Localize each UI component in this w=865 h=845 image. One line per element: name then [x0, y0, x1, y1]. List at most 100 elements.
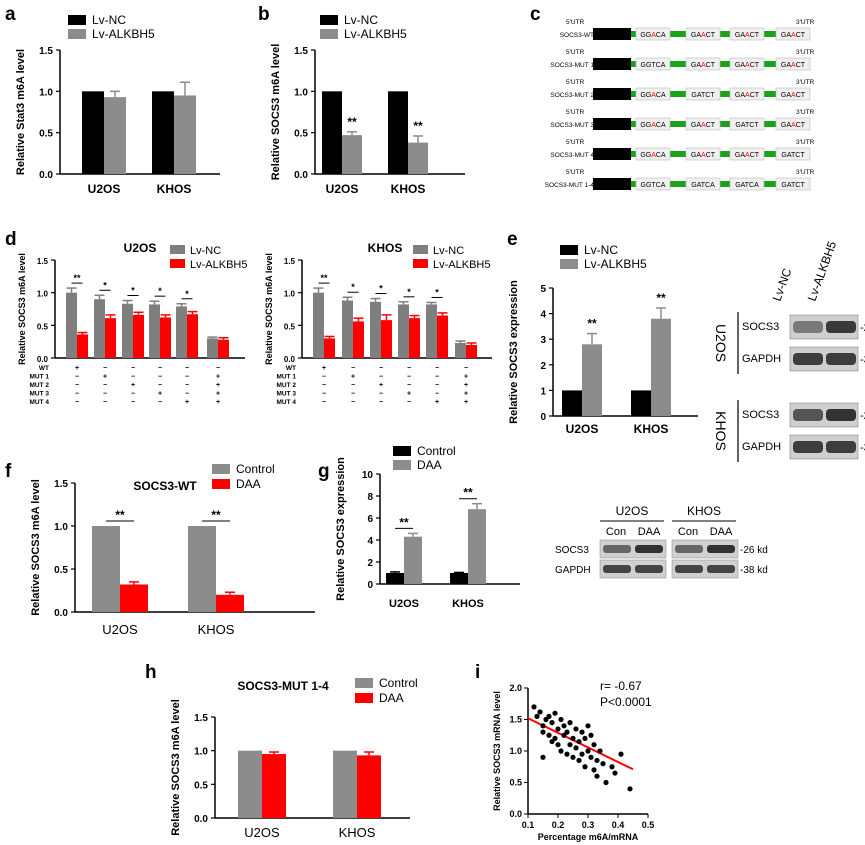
y-tick-label: 1.5: [294, 46, 308, 57]
site-box: [729, 117, 765, 131]
site-seq-left: GA: [735, 32, 745, 39]
x-tick-label: 0.4: [612, 820, 625, 830]
bar-lv-alkbh5: [77, 334, 88, 358]
y-tick-label: 1.5: [54, 479, 68, 490]
blot-band: [707, 565, 735, 573]
data-point: [618, 751, 624, 757]
chart-h: 0.0 0.5 1.0 1.5 Relative SOCS3 m6A level U2OS…: [170, 676, 418, 840]
data-point: [597, 748, 603, 754]
m6a-site: A: [791, 32, 796, 39]
site-seq-right: CT: [796, 92, 806, 99]
bar-daa: [262, 754, 286, 818]
site-seq-left: GA: [735, 62, 745, 69]
matrix-cell: −: [131, 365, 135, 372]
legend-label: Lv-ALKBH5: [344, 27, 407, 41]
bar-lv-nc: [388, 91, 408, 174]
site-seq-right: CA: [656, 122, 666, 129]
blot-band: [826, 441, 856, 453]
blot-cell-line: U2OS: [616, 504, 649, 518]
site-sequence: GATCT: [781, 152, 805, 159]
utr3-label: 3'UTR: [796, 169, 815, 176]
y-tick-label: 1: [540, 386, 546, 397]
matrix-cell: +: [103, 374, 107, 381]
legend-swatch: [355, 678, 373, 688]
site-box: [635, 57, 671, 71]
y-tick-label: 1.5: [37, 257, 49, 266]
panel-letter-b: b: [258, 4, 270, 25]
site-box: [729, 27, 765, 41]
data-point: [576, 738, 582, 745]
matrix-cell: −: [103, 399, 107, 406]
m6a-site: A: [745, 32, 750, 39]
matrix-cell: −: [185, 374, 189, 381]
y-axis-label: Relative SOCS3 m6A level: [264, 253, 274, 365]
matrix-row-label: MUT 4: [277, 399, 297, 406]
site-sequence: GATCA: [691, 182, 715, 189]
matrix-row-label: WT: [39, 365, 49, 372]
panel-letter-i: i: [475, 662, 480, 683]
blot-size-marker: -26 kd: [740, 545, 768, 556]
site-sequence: GAACT: [781, 92, 806, 99]
bar-lv-alkbh5: [409, 318, 420, 358]
matrix-cell: +: [216, 382, 220, 389]
significance-mark: **: [587, 317, 597, 331]
y-tick-label: 0.5: [509, 778, 522, 788]
bar-lv-nc: [631, 390, 651, 416]
matrix-cell: −: [185, 391, 189, 398]
site-seq-left: GG: [640, 122, 651, 129]
significance-mark: **: [73, 273, 81, 283]
bar-lv-alkbh5: [466, 344, 477, 358]
x-tick-label: 0.5: [642, 820, 655, 830]
site-seq-left: GA: [691, 32, 701, 39]
m6a-site: A: [651, 152, 656, 159]
site-sequence: GGACA: [640, 122, 666, 129]
data-point: [546, 713, 552, 719]
matrix-cell: −: [158, 382, 162, 389]
y-tick-label: 2.0: [509, 683, 522, 693]
data-point: [555, 742, 561, 748]
data-point: [603, 779, 609, 786]
blot-band-label: SOCS3: [742, 409, 779, 421]
data-point: [564, 751, 570, 757]
blot-band: [826, 409, 856, 421]
site-sequence: GGACA: [640, 32, 666, 39]
blot-band-label: GAPDH: [555, 565, 591, 576]
bar-lv-alkbh5: [187, 314, 198, 358]
x-tick-label: 0.2: [552, 820, 565, 830]
legend-label: DAA: [417, 458, 442, 472]
site-seq-left: GATCA: [691, 182, 715, 189]
blot-band: [826, 321, 856, 333]
site-seq-left: GG: [640, 152, 651, 159]
data-point: [573, 745, 579, 751]
blot-size-marker: -26 kd: [860, 410, 865, 422]
data-point: [627, 786, 633, 792]
chart-f: 0.0 0.5 1.0 1.5 Relative SOCS3 m6A level ** **…: [30, 462, 315, 637]
y-tick-label: 0.0: [37, 355, 49, 364]
m6a-site: A: [745, 92, 750, 99]
legend-swatch: [393, 460, 411, 470]
category-label: U2OS: [102, 622, 138, 637]
y-axis-label: Relative Stat3 m6A level: [15, 49, 27, 175]
site-box: [775, 177, 811, 191]
cds-block: [593, 88, 631, 100]
significance-mark: *: [379, 284, 383, 294]
bar-lv-alkbh5: [408, 142, 428, 174]
cds-block: [593, 58, 631, 70]
blot-lane-label: DAA: [710, 526, 733, 538]
site-seq-right: CT: [796, 32, 806, 39]
site-seq-left: GATCT: [735, 122, 759, 129]
cds-block: [593, 148, 631, 160]
y-axis-label: Relative SOCS3 m6A level: [270, 44, 282, 181]
matrix-cell: −: [322, 391, 326, 398]
legend-swatch: [560, 259, 578, 269]
y-axis-label: Relative SOCS3 expression: [335, 457, 347, 601]
significance-mark: **: [463, 486, 473, 500]
matrix-cell: +: [75, 365, 79, 372]
y-tick-label: 0.0: [284, 355, 296, 364]
matrix-cell: +: [322, 365, 326, 372]
data-point: [570, 754, 576, 760]
site-sequence: GAACT: [735, 62, 760, 69]
data-point: [549, 720, 555, 726]
utr5-label: 5'UTR: [566, 169, 585, 176]
